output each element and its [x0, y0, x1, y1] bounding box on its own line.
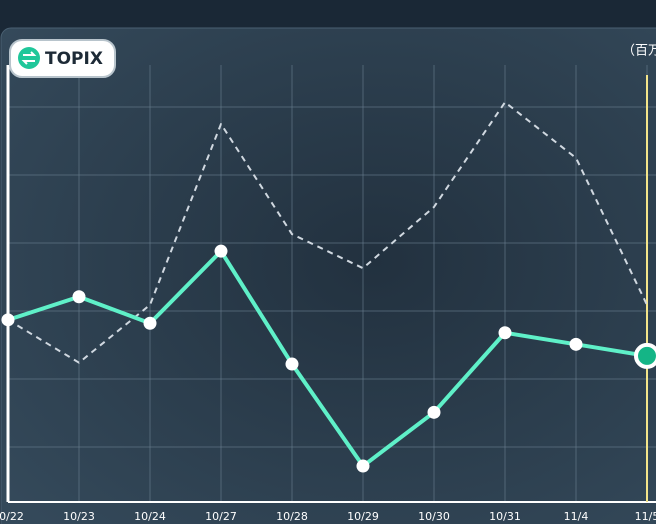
price-line — [7, 249, 648, 469]
plot: 10/22 10/23 10/24 10/27 10/28 10/29 10/30 10/31… — [0, 101, 656, 523]
badge-icon-arrows — [21, 51, 37, 65]
panel — [0, 27, 656, 524]
point — [498, 326, 512, 340]
x-tick-label: 10/22 — [0, 510, 24, 523]
x-tick-label: 10/31 — [489, 510, 521, 523]
badge-label: TOPIX — [45, 49, 103, 69]
point — [143, 316, 157, 330]
point — [427, 405, 441, 419]
x-tick-label: 10/24 — [134, 510, 166, 523]
x-tick-label: 10/23 — [63, 510, 95, 523]
x-tick-label: 10/27 — [205, 510, 237, 523]
badge-box — [9, 39, 116, 78]
x-tick-label: 10/28 — [276, 510, 308, 523]
badge-icon — [18, 47, 40, 69]
x-tick-label: 10/30 — [418, 510, 450, 523]
point — [72, 290, 86, 304]
point — [285, 357, 299, 371]
point — [356, 459, 370, 473]
x-tick-label: 11/4 — [564, 510, 589, 523]
point — [569, 337, 583, 351]
comparison-line — [7, 101, 648, 364]
x-tick-label: 10/29 — [347, 510, 379, 523]
point — [1, 313, 15, 327]
point — [214, 244, 228, 258]
badge[interactable]: TOPIX — [9, 39, 116, 78]
x-tick-label: 11/5 — [635, 510, 656, 523]
current-point — [634, 342, 656, 369]
unit-label: （百万 — [622, 44, 656, 59]
